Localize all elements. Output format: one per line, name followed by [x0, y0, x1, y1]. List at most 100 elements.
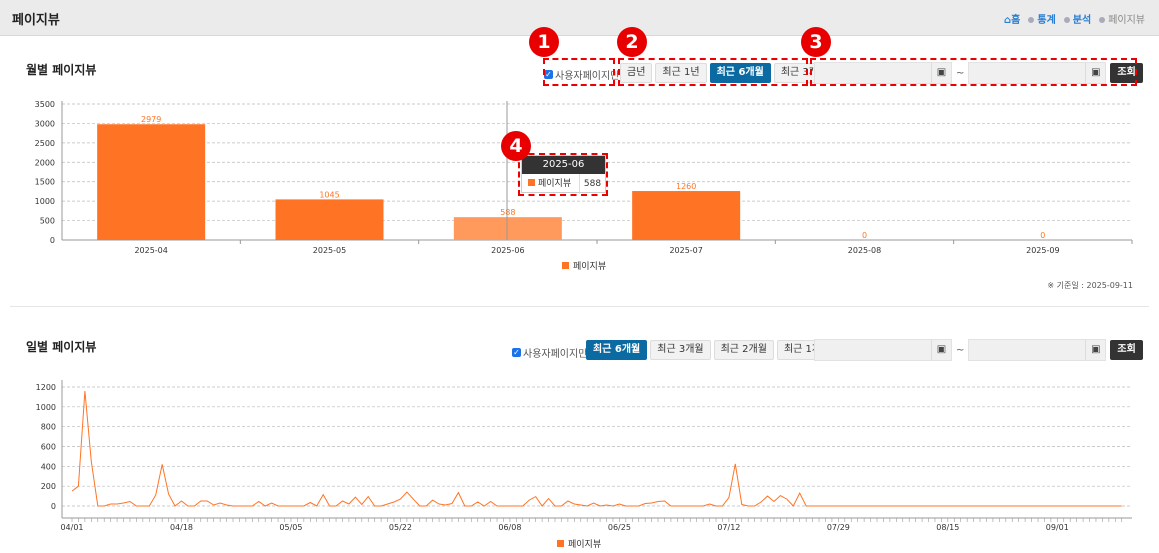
monthly-end-date-input[interactable]: ▣: [968, 62, 1107, 84]
bar-2025-04: [97, 124, 206, 240]
daily-end-date-input[interactable]: ▣: [968, 339, 1107, 361]
annotation-number-3: 3: [801, 27, 831, 57]
daily-user-pages-checkbox[interactable]: ✓ 사용자페이지만: [512, 348, 588, 360]
y-tick-label: 200: [41, 482, 56, 491]
legend-swatch-icon: [562, 262, 569, 269]
x-tick-label: 08/15: [936, 523, 959, 532]
bullet-icon: [1099, 17, 1106, 23]
x-tick-label: 06/08: [498, 523, 521, 532]
breadcrumb-current: 페이지뷰: [1099, 11, 1145, 26]
chart-tooltip: 2025-06 페이지뷰 588: [521, 155, 606, 194]
base-date-note: ※ 기준일 : 2025-09-11: [1047, 281, 1133, 290]
calendar-icon[interactable]: ▣: [931, 340, 951, 360]
period-1-year-button[interactable]: 최근 1년: [655, 63, 707, 83]
bar-value-label: 0: [862, 231, 867, 240]
bullet-icon: [1063, 17, 1070, 23]
range-separator: ~: [956, 67, 965, 79]
y-tick-label: 1200: [36, 383, 56, 392]
x-tick-label: 07/12: [717, 523, 740, 532]
section-divider: [10, 306, 1149, 307]
x-tick-label: 05/22: [389, 523, 412, 532]
monthly-start-date-input[interactable]: ▣: [814, 62, 952, 84]
daily-title: 일별 페이지뷰: [26, 340, 97, 354]
bar-value-label: 0: [1040, 231, 1045, 240]
y-tick-label: 400: [41, 462, 56, 471]
annotation-box-2: [618, 58, 808, 86]
annotation-number-1: 1: [529, 27, 559, 57]
bar-2025-05: [275, 199, 384, 240]
x-tick-label: 04/18: [170, 523, 193, 532]
x-tick-label: 2025-04: [134, 246, 167, 255]
calendar-icon[interactable]: ▣: [1085, 340, 1105, 360]
series-swatch-icon: [528, 179, 535, 186]
bar-value-label: 1260: [676, 182, 696, 191]
y-tick-label: 1000: [35, 197, 55, 206]
daily-period-buttons: 최근 6개월 최근 3개월 최근 2개월 최근 1개월: [586, 340, 845, 360]
annotation-number-2: 2: [617, 27, 647, 57]
breadcrumb-analysis[interactable]: 분석: [1063, 11, 1091, 26]
monthly-date-range: ▣ ~ ▣ 조회: [814, 62, 1143, 84]
monthly-legend[interactable]: 페이지뷰: [562, 259, 606, 272]
y-tick-label: 0: [50, 236, 55, 245]
breadcrumb: ⌂홈 통계 분석 페이지뷰: [1004, 11, 1145, 26]
annotation-box-4: [518, 153, 608, 196]
x-tick-label: 2025-08: [848, 246, 881, 255]
x-tick-label: 2025-06: [491, 246, 524, 255]
y-tick-label: 500: [40, 217, 55, 226]
y-tick-label: 0: [51, 502, 56, 511]
bullet-icon: [1028, 17, 1035, 23]
top-header-bar: [0, 0, 1159, 36]
monthly-user-pages-checkbox[interactable]: ✓ 사용자페이지만: [544, 70, 620, 82]
checkbox-checked-icon: ✓: [512, 348, 521, 357]
y-tick-label: 1000: [36, 403, 56, 412]
daily-date-range: ▣ ~ ▣ 조회: [814, 339, 1143, 361]
period-2-months-button[interactable]: 최근 2개월: [713, 340, 774, 360]
period-6-months-button[interactable]: 최근 6개월: [586, 340, 648, 360]
daily-search-button[interactable]: 조회: [1110, 340, 1143, 360]
monthly-search-button[interactable]: 조회: [1110, 63, 1143, 83]
period-6-months-button[interactable]: 최근 6개월: [709, 63, 771, 83]
daily-legend[interactable]: 페이지뷰: [557, 537, 601, 550]
period-this-year-button[interactable]: 금년: [620, 63, 653, 83]
x-tick-label: 2025-05: [313, 246, 346, 255]
bar-value-label: 1045: [319, 190, 339, 199]
bar-value-label: 588: [500, 208, 515, 217]
breadcrumb-stats[interactable]: 통계: [1028, 11, 1056, 26]
tooltip-series: 페이지뷰: [522, 174, 580, 194]
daily-start-date-input[interactable]: ▣: [814, 339, 952, 361]
x-tick-label: 2025-09: [1026, 246, 1059, 255]
tooltip-title: 2025-06: [522, 156, 605, 174]
x-tick-label: 06/25: [608, 523, 631, 532]
calendar-icon[interactable]: ▣: [931, 63, 951, 83]
range-separator: ~: [956, 344, 965, 356]
monthly-title: 월별 페이지뷰: [26, 63, 97, 77]
calendar-icon[interactable]: ▣: [1085, 63, 1105, 83]
legend-swatch-icon: [557, 540, 564, 547]
y-tick-label: 2500: [35, 139, 55, 148]
x-tick-label: 05/05: [279, 523, 302, 532]
y-tick-label: 3500: [35, 100, 55, 109]
home-icon: ⌂: [1004, 15, 1012, 26]
x-tick-label: 07/29: [827, 523, 850, 532]
annotation-box-3: [810, 58, 1137, 86]
bar-value-label: 2979: [141, 115, 161, 124]
breadcrumb-home[interactable]: ⌂홈: [1004, 15, 1021, 26]
y-tick-label: 800: [41, 423, 56, 432]
y-tick-label: 3000: [35, 119, 55, 128]
annotation-number-4: 4: [501, 131, 531, 161]
checkbox-checked-icon: ✓: [544, 70, 553, 79]
bar-2025-06: [453, 217, 562, 240]
page-title: 페이지뷰: [12, 13, 60, 28]
x-tick-label: 04/01: [60, 523, 83, 532]
tooltip-value: 588: [583, 179, 602, 189]
y-tick-label: 1500: [35, 178, 55, 187]
x-tick-label: 09/01: [1046, 523, 1069, 532]
monthly-bar-chart: 0 500 1000 1500 2000 2500 3000 3500 2979 2025-04 1…: [35, 100, 1133, 255]
bar-2025-07: [632, 191, 741, 240]
period-3-months-button[interactable]: 최근 3개월: [650, 340, 711, 360]
y-tick-label: 2000: [35, 158, 55, 167]
series-line-pageviews: [71, 390, 1122, 507]
x-tick-label: 2025-07: [669, 246, 702, 255]
annotation-box-1: [543, 58, 615, 86]
